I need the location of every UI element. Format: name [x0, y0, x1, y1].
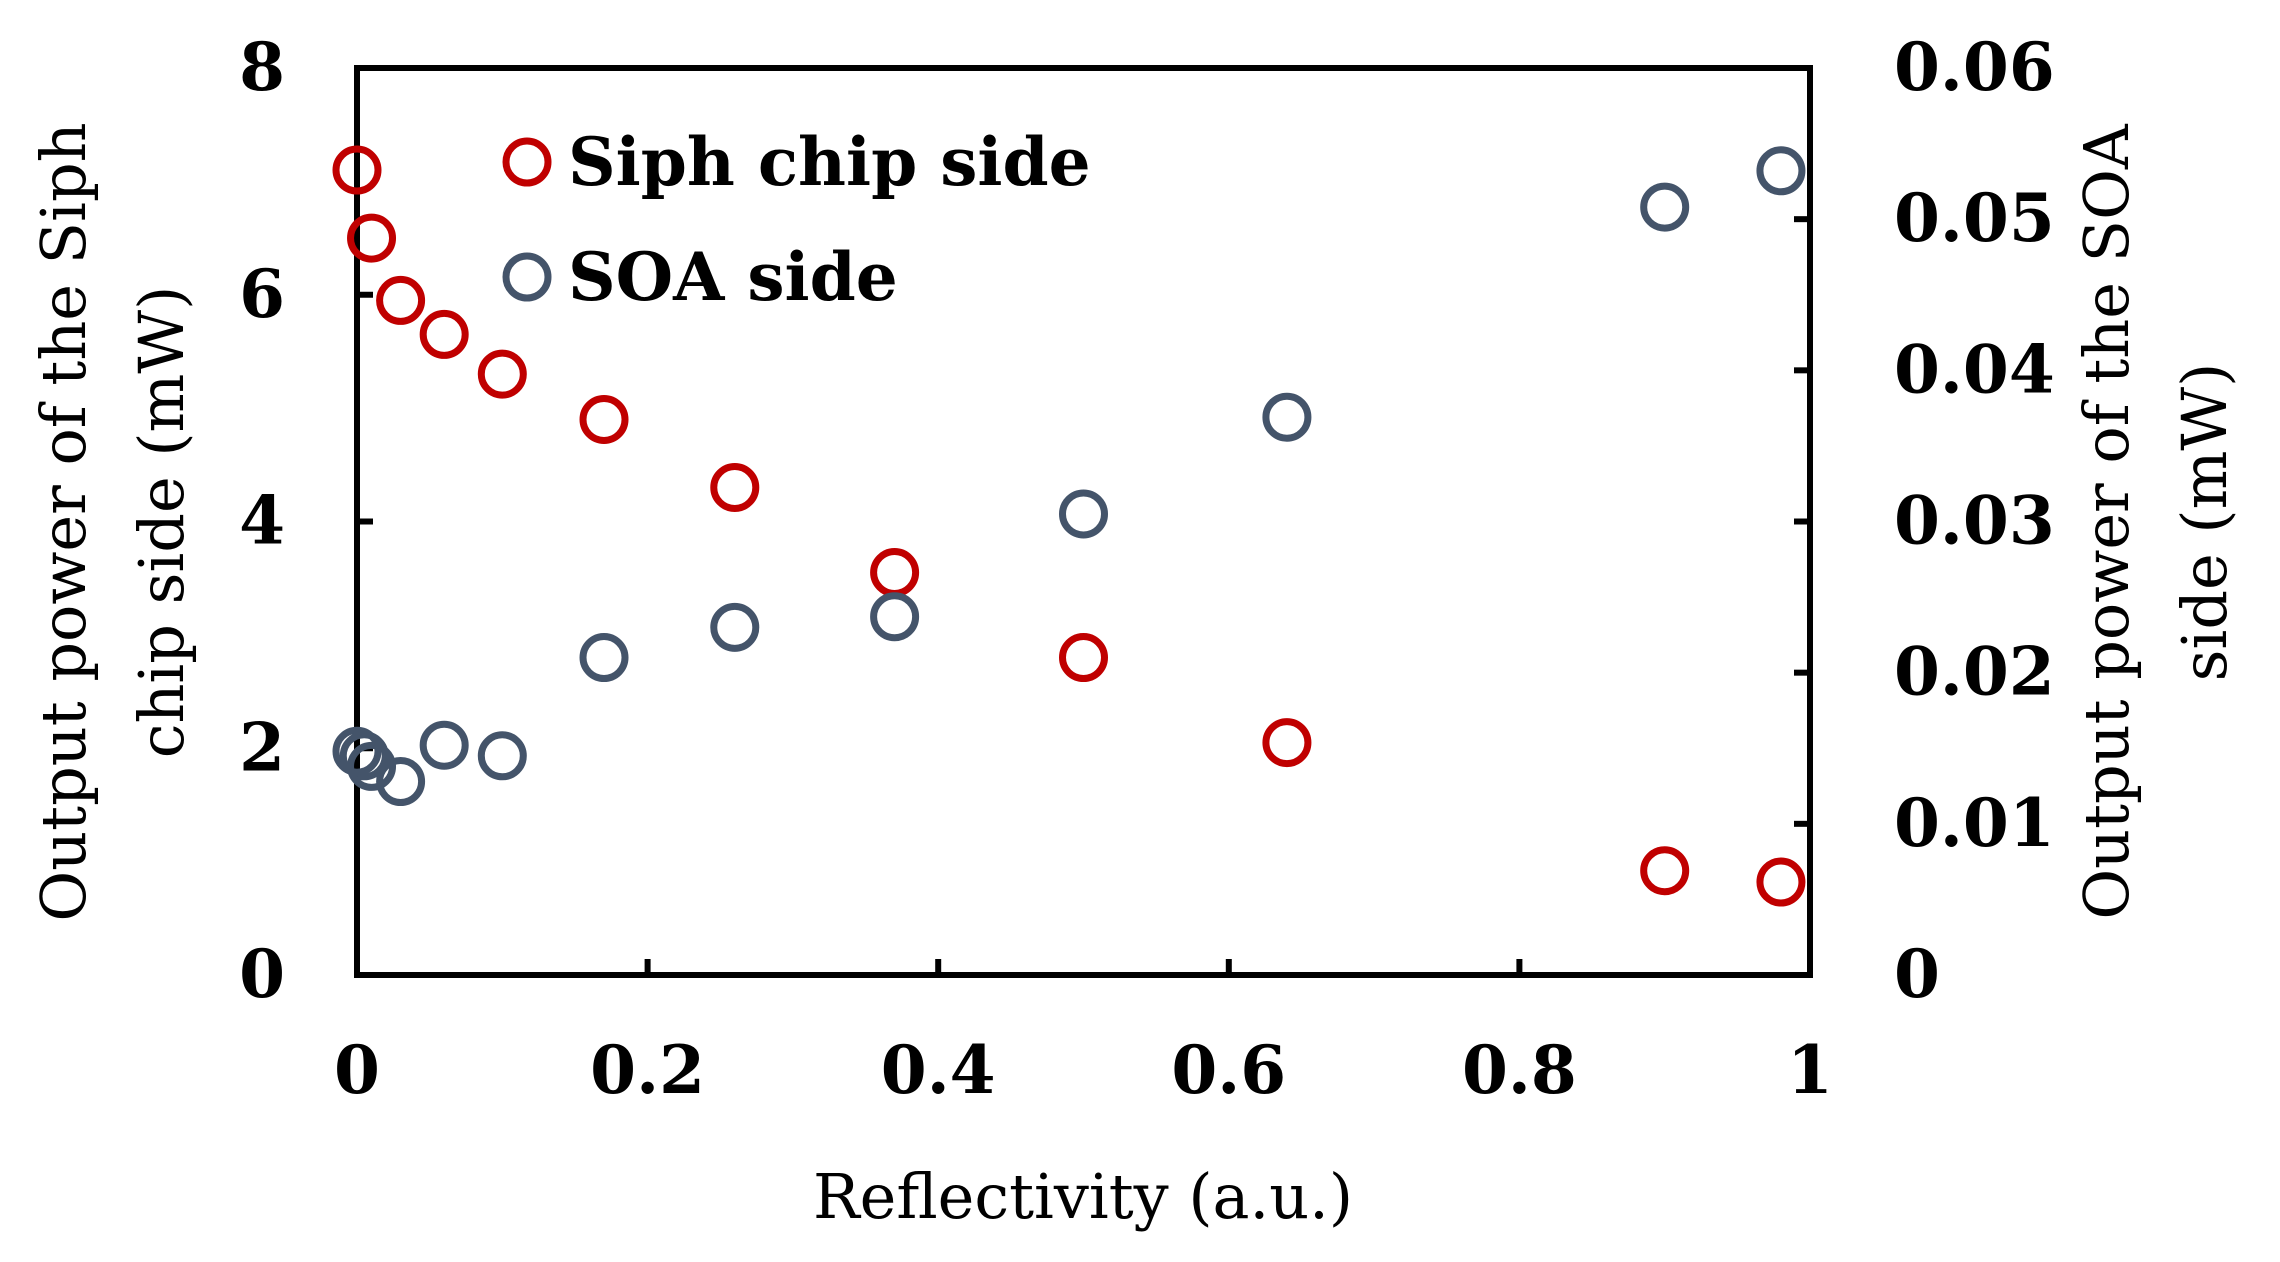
siph-data-point [376, 275, 426, 325]
soa-data-point [1640, 182, 1690, 232]
siph-data-point [1756, 857, 1806, 907]
y-right-tick-label: 0.04 [1894, 330, 2055, 408]
plot-area-frame [354, 65, 1813, 978]
y-left-axis-title-line2: chip side (mW) [125, 286, 198, 759]
y-right-tick-label: 0.06 [1894, 28, 2055, 106]
legend: Siph chip side SOA side [502, 123, 1091, 316]
siph-data-point [870, 548, 920, 598]
y-right-axis-title-line1: Output power of the SOA [2070, 123, 2143, 920]
legend-label-soa: SOA side [568, 238, 898, 316]
y-right-tick-label: 0.03 [1894, 482, 2055, 560]
legend-marker-soa [502, 252, 552, 302]
y-right-tick-label: 0.02 [1894, 633, 2055, 711]
soa-data-point [870, 592, 920, 642]
x-axis-title: Reflectivity (a.u.) [813, 1160, 1353, 1233]
soa-data-point [710, 602, 760, 652]
x-tick-label: 0.6 [1171, 1031, 1286, 1109]
siph-data-point [1640, 846, 1690, 896]
y-right-tick-label: 0.05 [1894, 179, 2055, 257]
y-left-tick-label: 8 [239, 28, 285, 106]
y-right-tick-label: 0.01 [1894, 784, 2055, 862]
x-tick-label: 0.8 [1462, 1031, 1577, 1109]
siph-data-point [1059, 633, 1108, 683]
data-points [332, 145, 1806, 907]
legend-label-siph: Siph chip side [568, 123, 1091, 201]
siph-data-point [347, 213, 397, 263]
soa-data-point [347, 741, 397, 791]
y-right-axis-title-line2: side (mW) [2168, 363, 2241, 682]
siph-data-point [419, 309, 469, 359]
x-tick-label: 0.4 [881, 1031, 996, 1109]
soa-data-point [339, 731, 389, 781]
siph-data-point [710, 462, 760, 512]
siph-data-point [332, 145, 382, 195]
y-left-axis-title-line1: Output power of the Siph [27, 122, 100, 921]
y-left-axis-ticks: 0 2 4 6 8 [239, 28, 373, 1013]
legend-marker-siph [502, 137, 552, 187]
y-right-tick-label: 0 [1894, 935, 1940, 1013]
siph-data-point [579, 394, 629, 444]
soa-data-point [579, 633, 629, 683]
siph-data-point [477, 349, 527, 399]
x-tick-label: 0 [334, 1031, 380, 1109]
soa-data-point [1059, 489, 1108, 539]
x-axis-ticks: 0 0.2 0.4 0.6 0.8 1 [334, 959, 1833, 1109]
x-tick-label: 0.2 [590, 1031, 705, 1109]
soa-data-point [477, 731, 527, 781]
soa-data-point [376, 757, 426, 807]
soa-data-point [1262, 392, 1312, 442]
x-tick-label: 1 [1787, 1031, 1833, 1109]
siph-data-point [1262, 718, 1312, 768]
y-right-axis-ticks: 0 0.01 0.02 0.03 0.04 0.05 0.06 [1794, 28, 2055, 1013]
y-left-tick-label: 0 [239, 935, 285, 1013]
soa-data-point [419, 720, 469, 770]
y-left-tick-label: 6 [239, 255, 285, 333]
y-left-tick-label: 4 [239, 482, 285, 560]
y-left-tick-label: 2 [239, 708, 285, 786]
soa-data-point [1756, 146, 1806, 196]
